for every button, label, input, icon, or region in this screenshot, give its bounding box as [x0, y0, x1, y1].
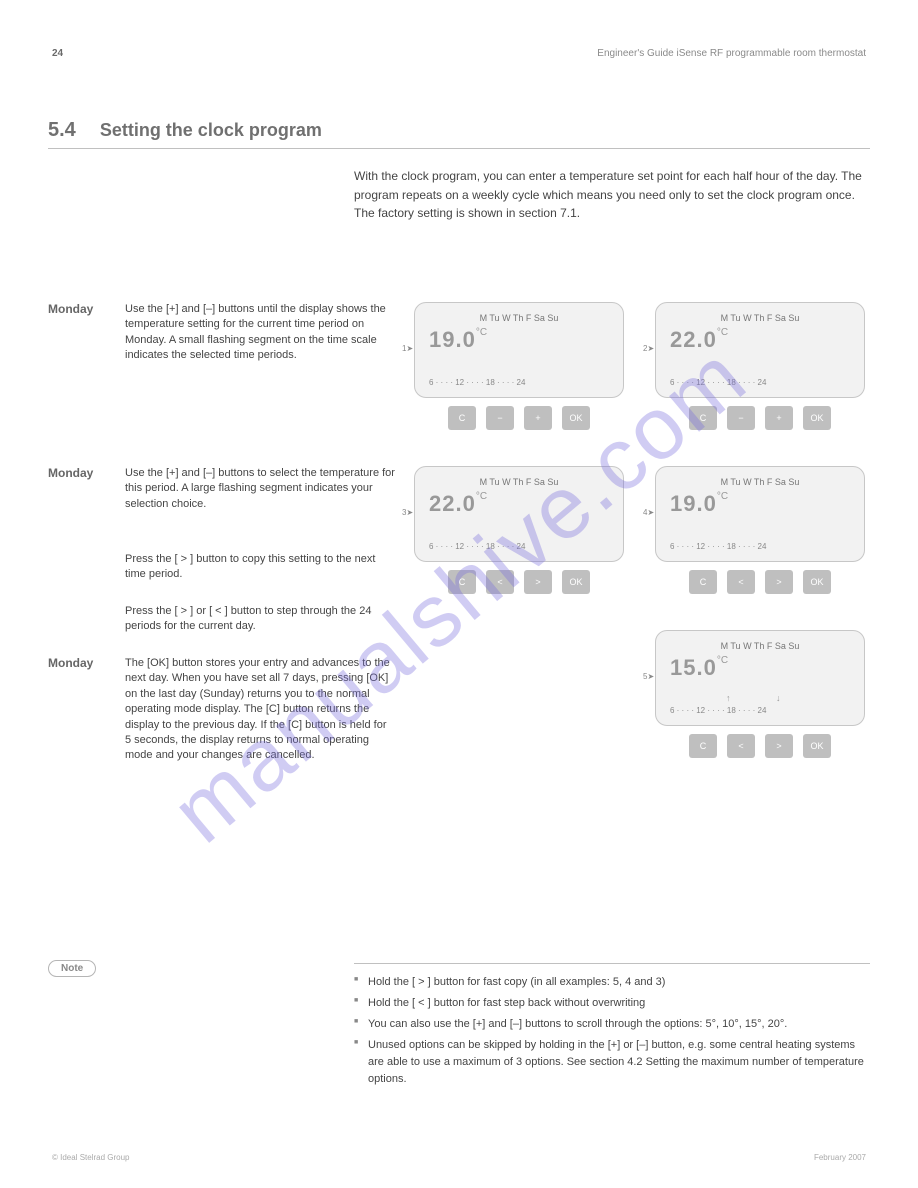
step2-text: Use the [+] and [–] buttons to select th… [125, 466, 395, 512]
footer-right: February 2007 [814, 1153, 866, 1162]
buttons-4: C < > OK [655, 570, 865, 594]
btn-c[interactable]: C [689, 406, 717, 430]
btn-plus[interactable]: + [765, 406, 793, 430]
tick-2: 2➤ [643, 344, 654, 353]
btn-ok[interactable]: OK [803, 406, 831, 430]
note-item: Unused options can be skipped by holding… [354, 1037, 870, 1088]
btn-ok[interactable]: OK [562, 406, 590, 430]
buttons-5: C < > OK [655, 734, 865, 758]
btn-plus[interactable]: + [524, 406, 552, 430]
arrow-up-icon: ↑ [726, 693, 731, 703]
screen-2: M Tu W Th F Sa Su 22.0°C 6 · · · · 12 · … [655, 302, 865, 398]
screen-1: M Tu W Th F Sa Su 19.0°C 6 · · · · 12 · … [414, 302, 624, 398]
screen3-timescale: 6 · · · · 12 · · · · 18 · · · · 24 [429, 542, 609, 553]
btn-left[interactable]: < [727, 570, 755, 594]
display-4: 4➤ M Tu W Th F Sa Su 19.0°C 6 · · · · 12… [655, 466, 865, 594]
page-header: 24 Engineer's Guide iSense RF programmab… [48, 48, 870, 59]
arrow-down-icon: ↓ [776, 693, 781, 703]
screen2-days: M Tu W Th F Sa Su [670, 313, 850, 323]
intro-text: With the clock program, you can enter a … [354, 167, 870, 223]
section-title: Setting the clock program [100, 120, 322, 141]
footer-left: © Ideal Stelrad Group [52, 1153, 130, 1162]
buttons-3: C < > OK [414, 570, 624, 594]
row3-day-label: Monday [48, 656, 93, 670]
btn-right[interactable]: > [524, 570, 552, 594]
btn-minus[interactable]: − [727, 406, 755, 430]
display-2: 2➤ M Tu W Th F Sa Su 22.0°C 6 · · · · 12… [655, 302, 865, 430]
btn-left[interactable]: < [727, 734, 755, 758]
screen1-reading: 19.0°C [429, 327, 609, 353]
step1-text: Use the [+] and [–] buttons until the di… [125, 302, 395, 364]
screen5-reading: 15.0°C [670, 655, 850, 681]
screen1-days: M Tu W Th F Sa Su [429, 313, 609, 323]
row1-day-label: Monday [48, 302, 93, 316]
note-item: Hold the [ > ] button for fast copy (in … [354, 974, 870, 991]
screen4-days: M Tu W Th F Sa Su [670, 477, 850, 487]
screen1-timescale: 6 · · · · 12 · · · · 18 · · · · 24 [429, 378, 609, 389]
btn-left[interactable]: < [486, 570, 514, 594]
buttons-1: C − + OK [414, 406, 624, 430]
breadcrumb: Engineer's Guide iSense RF programmable … [597, 48, 866, 59]
section-number: 5.4 [48, 119, 76, 142]
screen5-timescale: 6 · · · · 12 · · · · 18 · · · · 24 [670, 706, 850, 717]
btn-ok[interactable]: OK [562, 570, 590, 594]
step4-text: Press the [ > ] or [ < ] button to step … [125, 604, 395, 635]
note-pill: Note [48, 960, 96, 977]
note-item: Hold the [ < ] button for fast step back… [354, 995, 870, 1012]
btn-c[interactable]: C [689, 570, 717, 594]
btn-right[interactable]: > [765, 570, 793, 594]
screen2-timescale: 6 · · · · 12 · · · · 18 · · · · 24 [670, 378, 850, 389]
tick-3: 3➤ [402, 508, 413, 517]
section-heading: 5.4 Setting the clock program [48, 119, 870, 149]
btn-minus[interactable]: − [486, 406, 514, 430]
buttons-2: C − + OK [655, 406, 865, 430]
tick-1: 1➤ [402, 344, 413, 353]
btn-right[interactable]: > [765, 734, 793, 758]
tick-5: 5➤ [643, 672, 654, 681]
screen5-days: M Tu W Th F Sa Su [670, 641, 850, 651]
note-item: You can also use the [+] and [–] buttons… [354, 1016, 870, 1033]
screen3-days: M Tu W Th F Sa Su [429, 477, 609, 487]
btn-c[interactable]: C [448, 406, 476, 430]
btn-ok[interactable]: OK [803, 570, 831, 594]
btn-c[interactable]: C [448, 570, 476, 594]
step3-text: Press the [ > ] button to copy this sett… [125, 552, 395, 583]
display-5: 5➤ M Tu W Th F Sa Su 15.0°C ↑ ↓ 6 · · · … [655, 630, 865, 758]
btn-c[interactable]: C [689, 734, 717, 758]
screen-3: M Tu W Th F Sa Su 22.0°C 6 · · · · 12 · … [414, 466, 624, 562]
row2-day-label: Monday [48, 466, 93, 480]
tick-4: 4➤ [643, 508, 654, 517]
note-body: Hold the [ > ] button for fast copy (in … [354, 963, 870, 1088]
display-3: 3➤ M Tu W Th F Sa Su 22.0°C 6 · · · · 12… [414, 466, 624, 594]
screen4-timescale: 6 · · · · 12 · · · · 18 · · · · 24 [670, 542, 850, 553]
screen-4: M Tu W Th F Sa Su 19.0°C 6 · · · · 12 · … [655, 466, 865, 562]
screen3-reading: 22.0°C [429, 491, 609, 517]
page-footer: © Ideal Stelrad Group February 2007 [0, 1153, 918, 1162]
step5-text: The [OK] button stores your entry and ad… [125, 656, 395, 764]
note-section: Note Hold the [ > ] button for fast copy… [48, 958, 870, 1092]
display-1: 1➤ M Tu W Th F Sa Su 19.0°C 6 · · · · 12… [414, 302, 624, 430]
screen2-reading: 22.0°C [670, 327, 850, 353]
screen-5: M Tu W Th F Sa Su 15.0°C ↑ ↓ 6 · · · · 1… [655, 630, 865, 726]
screen4-reading: 19.0°C [670, 491, 850, 517]
btn-ok[interactable]: OK [803, 734, 831, 758]
page-number: 24 [52, 48, 63, 59]
